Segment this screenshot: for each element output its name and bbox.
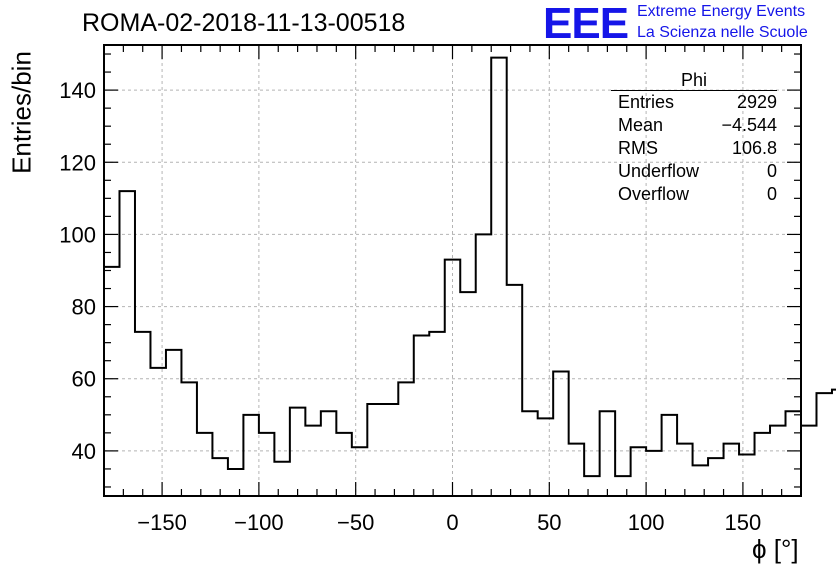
histogram-line — [104, 56, 836, 478]
stats-box: Phi Entries 2929 Mean −4.544 RMS 106.8 U… — [611, 70, 777, 206]
stats-row: Overflow 0 — [611, 183, 777, 206]
x-axis-label: ϕ [°] — [752, 534, 799, 564]
x-tick-label: 150 — [725, 510, 762, 535]
stats-label: Overflow — [618, 184, 690, 204]
eee-logo: EEE — [543, 0, 629, 48]
y-tick-label: 120 — [59, 150, 96, 175]
y-tick-label: 40 — [72, 439, 96, 464]
logo-line-2: La Scienza nelle Scuole — [637, 24, 808, 41]
run-title: ROMA-02-2018-11-13-00518 — [82, 9, 406, 37]
x-tick-label: −50 — [337, 510, 374, 535]
y-tick-label: 140 — [59, 78, 96, 103]
x-tick-label: 100 — [628, 510, 665, 535]
y-tick-label: 60 — [72, 367, 96, 392]
stats-row: Underflow 0 — [611, 160, 777, 183]
stats-row: RMS 106.8 — [611, 137, 777, 160]
stats-value: −4.544 — [721, 115, 777, 135]
stats-box-title: Phi — [611, 70, 777, 91]
logo-line-1: Extreme Energy Events — [637, 3, 806, 20]
x-tick-label: −150 — [137, 510, 187, 535]
stats-row: Entries 2929 — [611, 91, 777, 114]
stats-label: RMS — [618, 138, 658, 158]
stats-label: Mean — [618, 115, 664, 135]
y-tick-label: 100 — [59, 222, 96, 247]
stats-row: Mean −4.544 — [611, 114, 777, 137]
y-tick-label: 80 — [72, 295, 96, 320]
stats-label: Entries — [618, 92, 675, 112]
stats-value: 2929 — [736, 92, 777, 112]
x-tick-labels: −150 −100 −50 0 50 100 150 — [137, 510, 761, 535]
x-tick-label: 0 — [446, 510, 458, 535]
x-tick-label: −100 — [234, 510, 284, 535]
grid-lines — [104, 45, 801, 496]
stats-value: 0 — [766, 184, 777, 204]
y-tick-labels: 40 60 80 100 120 140 — [59, 78, 96, 464]
stats-value: 106.8 — [731, 138, 777, 158]
axis-ticks — [104, 45, 801, 496]
x-tick-label: 50 — [537, 510, 561, 535]
stats-value: 0 — [766, 161, 777, 181]
stats-label: Underflow — [618, 161, 700, 181]
y-axis-label: Entries/bin — [6, 51, 37, 174]
